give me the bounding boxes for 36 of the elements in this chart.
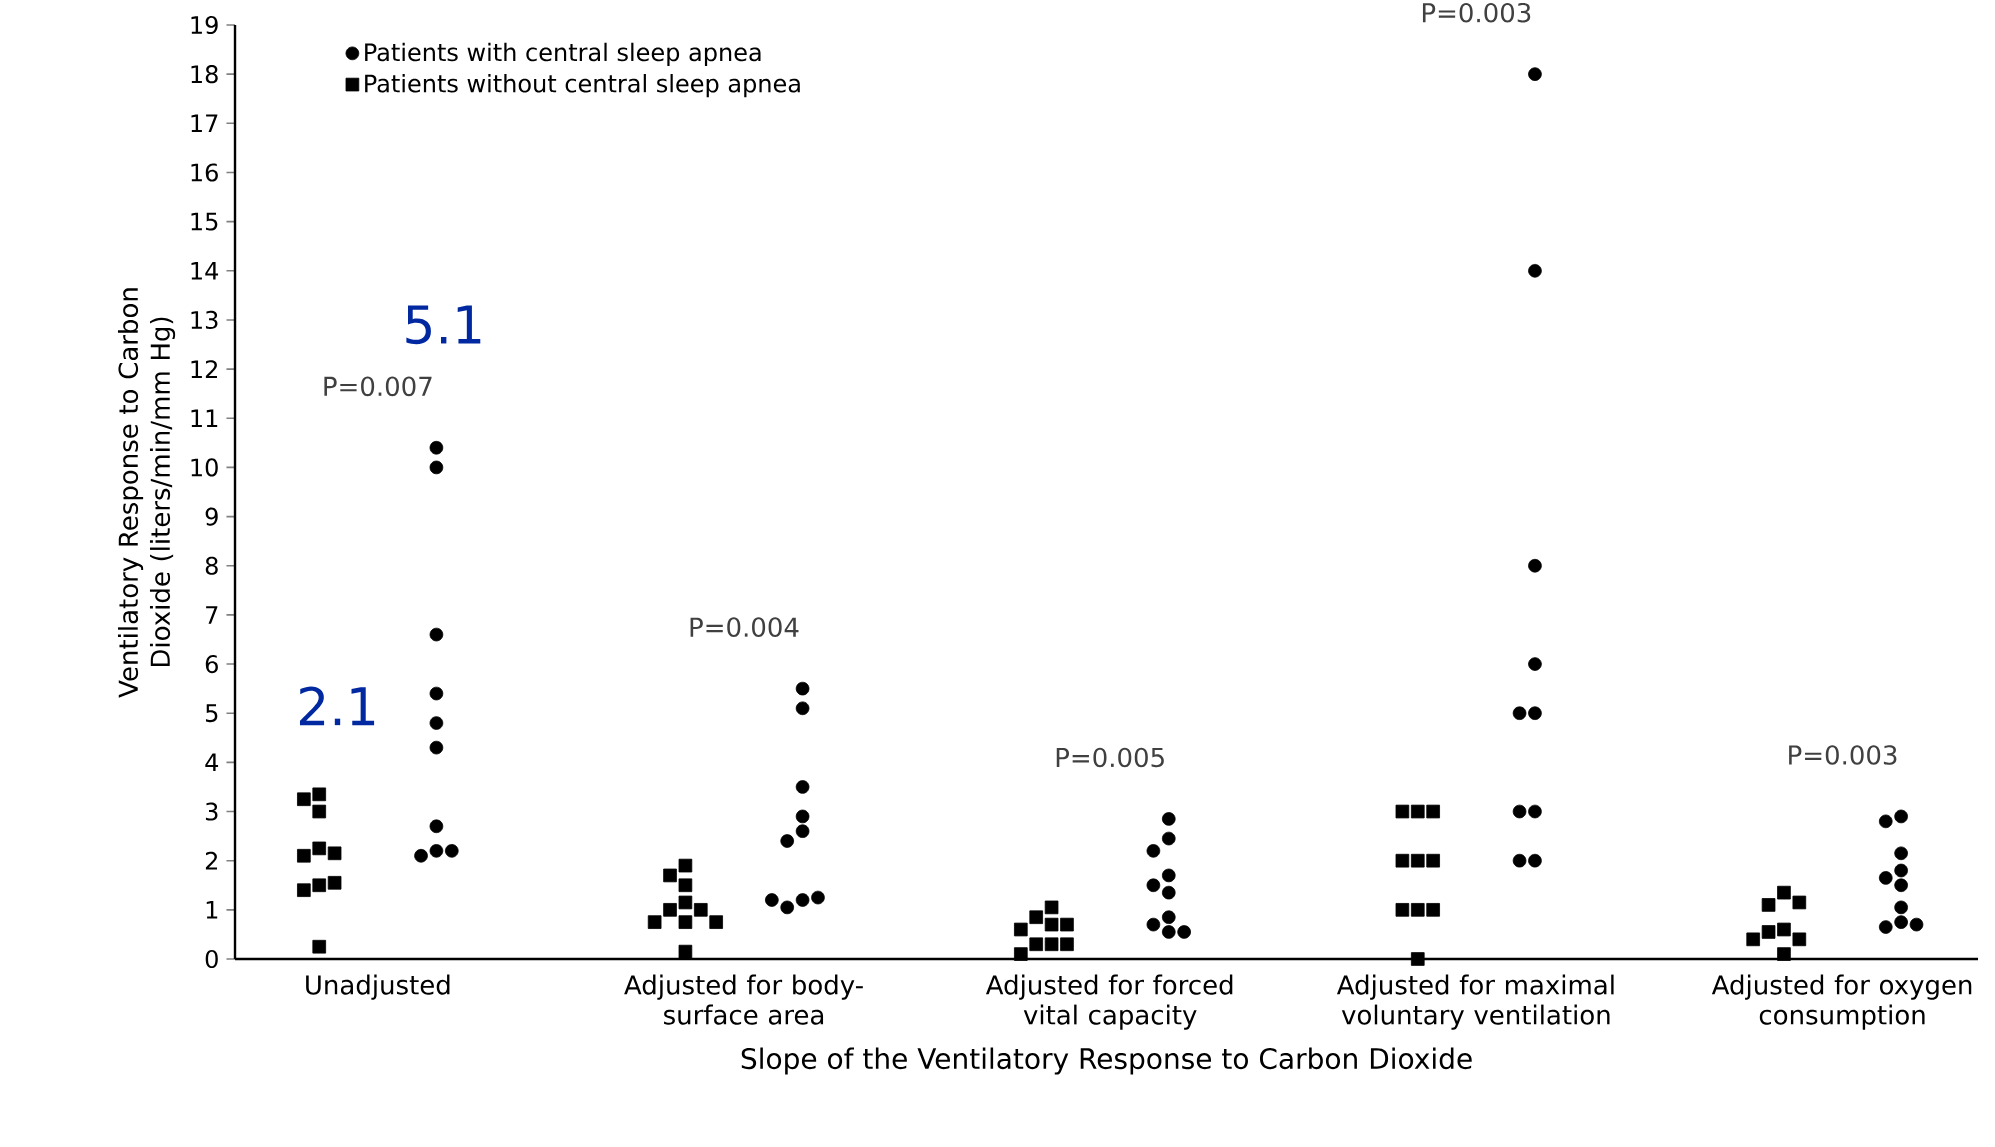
x-axis-title: Slope of the Ventilatory Response to Carbon Dioxide	[741, 1047, 1472, 1075]
y-axis-title: Ventilatory Response to Carbon Dioxide (liters/min/mm Hg)	[117, 288, 176, 698]
y-tick-label: 10	[191, 458, 218, 477]
y-tick-label: 13	[191, 310, 218, 330]
annotation: P=0.007	[324, 376, 432, 397]
x-tick-label: Adjusted for maximal voluntary ventilation	[1336, 974, 1614, 1030]
y-tick-label: 14	[191, 262, 219, 280]
y-tick-label: 11	[191, 409, 218, 428]
y-tick-label: 8	[205, 556, 218, 575]
y-tick-label: 5	[205, 704, 218, 723]
y-tick-label: 15	[191, 212, 218, 231]
y-tick-label: 9	[205, 507, 218, 526]
y-tick-label: 7	[206, 606, 218, 624]
annotation: P=0.005	[1056, 747, 1164, 768]
y-tick-label: 18	[191, 65, 218, 84]
legend-label: Patients with central sleep apnea	[365, 42, 761, 66]
y-tick-label: 12	[191, 360, 217, 379]
y-tick-label: 1	[206, 901, 218, 919]
y-tick-label: 19	[191, 15, 218, 35]
y-tick-label: 17	[191, 114, 218, 133]
y-tick-label: 2	[205, 851, 217, 870]
annotation: P=0.004	[690, 617, 799, 638]
annotation: 2.1	[299, 686, 375, 726]
y-tick-label: 3	[205, 802, 218, 821]
y-tick-label: 16	[191, 163, 218, 182]
annotation: 5.1	[406, 305, 481, 345]
x-tick-label: Adjusted for body-surface area	[624, 974, 863, 1025]
annotation: P=0.003	[1789, 745, 1897, 765]
y-tick-label: 4	[205, 753, 219, 772]
legend-label: Patients without central sleep apnea	[365, 73, 800, 98]
x-tick-label: Adjusted for forced vital capacity	[985, 974, 1233, 1030]
y-tick-label: 6	[205, 654, 218, 674]
y-tick-label: 0	[205, 949, 218, 969]
x-tick-label: Adjusted for oxygen consumption	[1711, 974, 1972, 1030]
x-tick-label: Unadjusted	[306, 974, 450, 1000]
text: P=0.003	[1422, 2, 1531, 23]
